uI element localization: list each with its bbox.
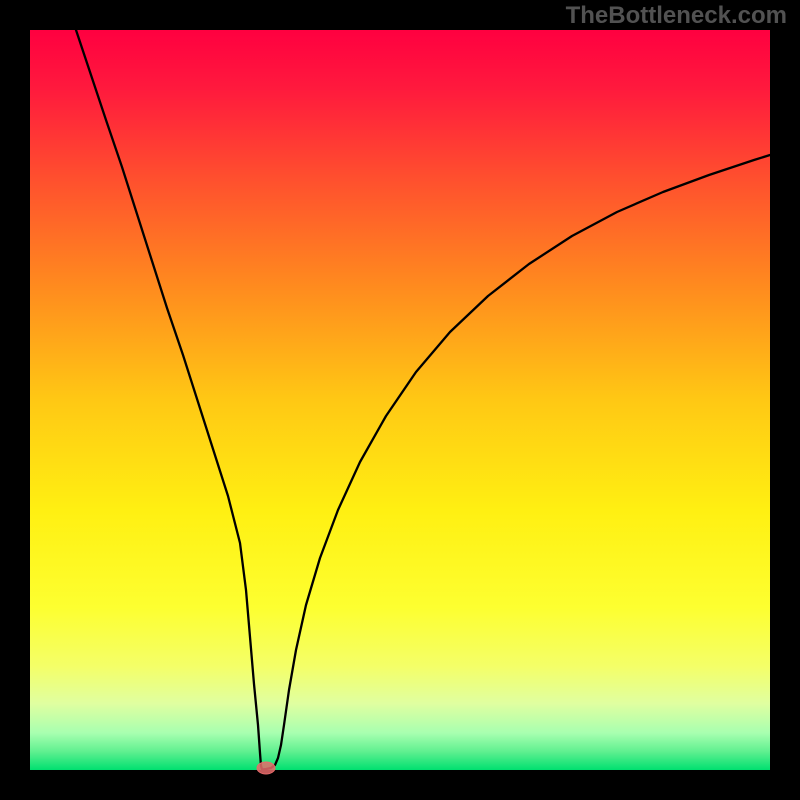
- minimum-marker: [257, 762, 275, 774]
- chart-container: TheBottleneck.com: [0, 0, 800, 800]
- plot-background: [30, 30, 770, 770]
- plot-svg: [0, 0, 800, 800]
- watermark-text: TheBottleneck.com: [566, 2, 787, 30]
